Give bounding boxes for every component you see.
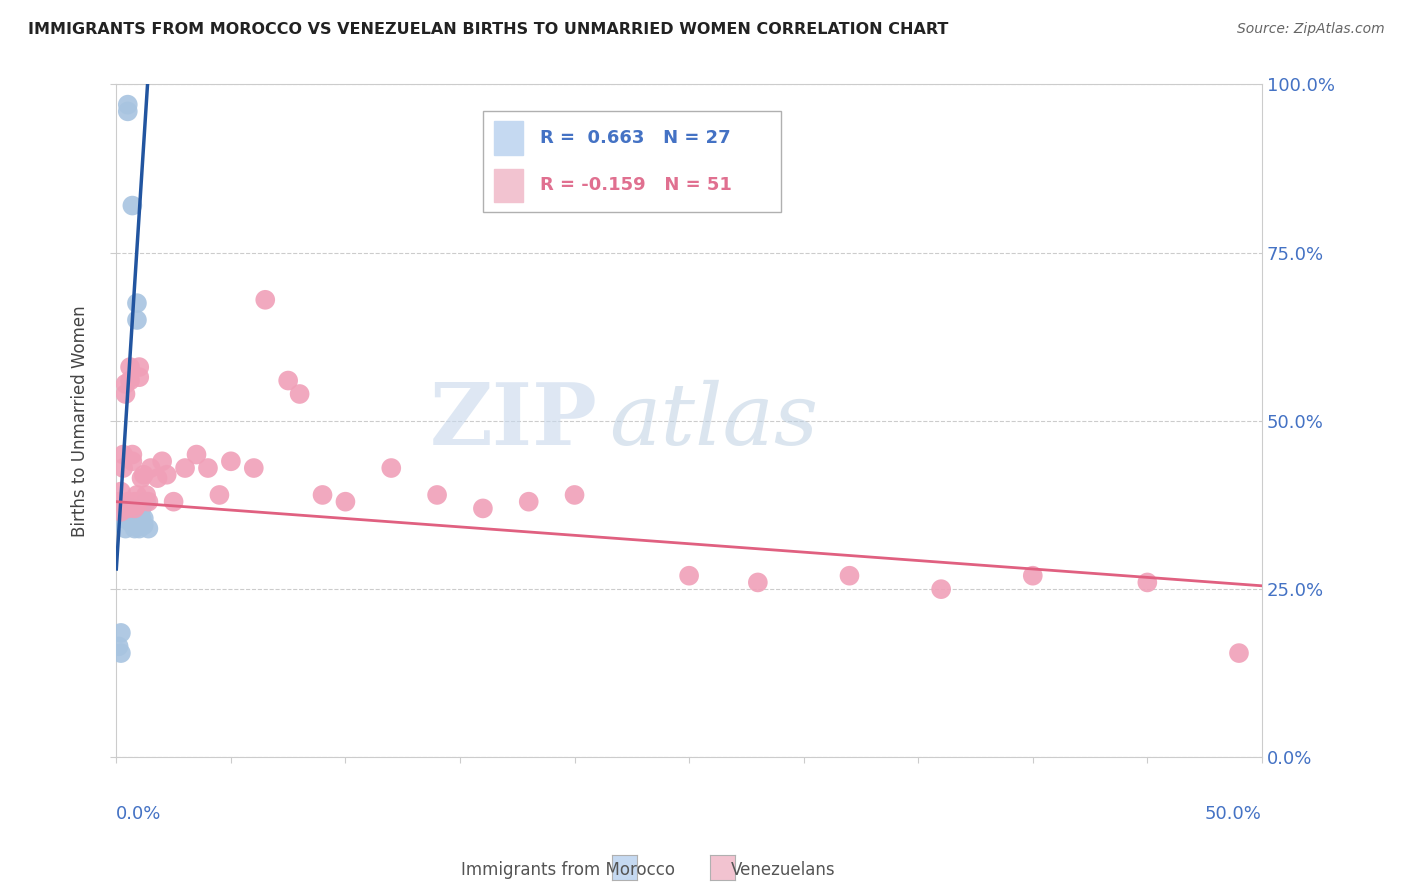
Point [120, 515, 142, 529]
Point [114, 387, 136, 401]
Point [117, 511, 139, 525]
Point [131, 471, 153, 485]
Point [277, 374, 299, 388]
Point [121, 501, 143, 516]
Point [138, 494, 160, 508]
Point [564, 488, 586, 502]
Point [135, 488, 157, 502]
Text: Source: ZipAtlas.com: Source: ZipAtlas.com [1237, 22, 1385, 37]
Point [117, 501, 139, 516]
Point [517, 494, 540, 508]
Point [132, 467, 155, 482]
Point [150, 454, 173, 468]
Point [128, 370, 150, 384]
Point [1022, 568, 1045, 582]
Point [124, 494, 146, 508]
FancyBboxPatch shape [482, 112, 780, 212]
Point [120, 374, 142, 388]
Point [112, 498, 135, 512]
Point [131, 501, 153, 516]
Point [112, 448, 135, 462]
Point [1227, 646, 1250, 660]
Point [114, 522, 136, 536]
Point [174, 461, 197, 475]
Text: Immigrants from Morocco: Immigrants from Morocco [461, 861, 675, 879]
Point [156, 467, 179, 482]
Point [219, 454, 242, 468]
Point [186, 448, 208, 462]
Text: IMMIGRANTS FROM MOROCCO VS VENEZUELAN BIRTHS TO UNMARRIED WOMEN CORRELATION CHAR: IMMIGRANTS FROM MOROCCO VS VENEZUELAN BI… [28, 22, 949, 37]
Point [125, 313, 148, 327]
Point [117, 494, 139, 508]
Point [426, 488, 449, 502]
Point [138, 522, 160, 536]
Point [124, 501, 146, 516]
Point [117, 104, 139, 119]
Text: 0.0%: 0.0% [117, 805, 162, 822]
Y-axis label: Births to Unmarried Women: Births to Unmarried Women [72, 305, 89, 537]
Text: atlas: atlas [609, 380, 818, 462]
Point [311, 488, 333, 502]
Point [139, 461, 162, 475]
Point [335, 494, 357, 508]
Point [114, 376, 136, 391]
Point [112, 511, 135, 525]
Point [380, 461, 402, 475]
Text: ZIP: ZIP [430, 379, 598, 463]
Point [121, 198, 143, 212]
Point [747, 575, 769, 590]
Point [128, 360, 150, 375]
Point [125, 498, 148, 512]
Point [110, 646, 132, 660]
Point [125, 296, 148, 310]
Point [110, 505, 132, 519]
Point [128, 511, 150, 525]
Point [838, 568, 860, 582]
Text: Venezuelans: Venezuelans [731, 861, 835, 879]
Text: R =  0.663   N = 27: R = 0.663 N = 27 [540, 129, 731, 147]
Point [125, 488, 148, 502]
Point [208, 488, 231, 502]
Point [131, 511, 153, 525]
Point [678, 568, 700, 582]
Point [128, 522, 150, 536]
Point [124, 522, 146, 536]
Point [243, 461, 266, 475]
Point [146, 471, 169, 485]
Point [254, 293, 277, 307]
Point [120, 360, 142, 375]
Bar [495, 121, 523, 155]
Text: R = -0.159   N = 51: R = -0.159 N = 51 [540, 177, 733, 194]
Point [132, 511, 155, 525]
Point [124, 508, 146, 523]
Point [121, 448, 143, 462]
Point [114, 505, 136, 519]
Point [121, 511, 143, 525]
Point [288, 387, 311, 401]
Point [107, 640, 129, 654]
Point [471, 501, 494, 516]
Point [135, 494, 157, 508]
Point [107, 494, 129, 508]
Point [120, 501, 142, 516]
Point [1136, 575, 1159, 590]
Bar [495, 169, 523, 202]
Point [197, 461, 219, 475]
Point [121, 454, 143, 468]
Text: 50.0%: 50.0% [1205, 805, 1263, 822]
Point [929, 582, 952, 596]
Point [117, 97, 139, 112]
Point [112, 461, 135, 475]
Point [162, 494, 184, 508]
Point [132, 518, 155, 533]
Point [110, 484, 132, 499]
Point [110, 626, 132, 640]
